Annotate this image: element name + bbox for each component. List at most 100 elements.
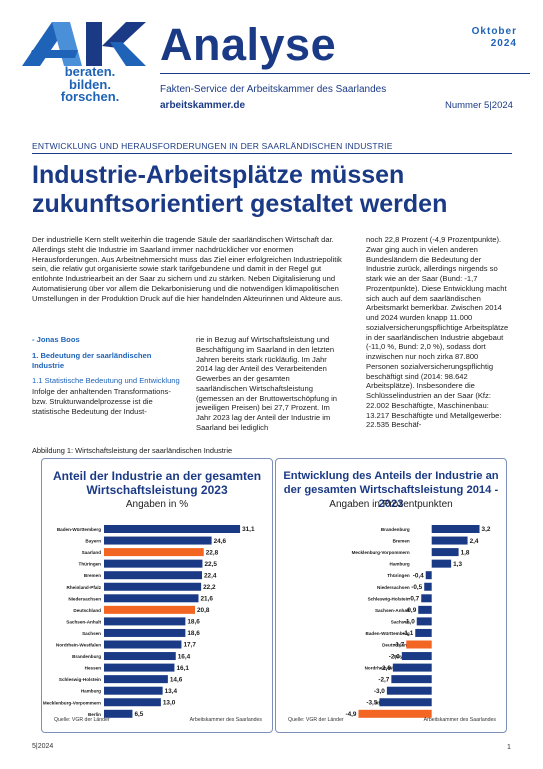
- category-label: Mecklenburg-Vorpommern: [43, 700, 101, 705]
- bar: [424, 582, 432, 591]
- category-label: Baden-Württemberg: [57, 527, 101, 532]
- value-label: 22,5: [204, 561, 217, 568]
- value-label: 21,6: [201, 596, 214, 603]
- bar: [386, 686, 432, 695]
- value-label: 18,6: [187, 630, 200, 637]
- bar: [104, 525, 241, 533]
- bar: [431, 548, 459, 557]
- bar: [418, 605, 432, 614]
- value-label: -1,7: [393, 642, 404, 649]
- chart-change-2014-2023-subtitle: Angaben in Prozentpunkten: [329, 499, 453, 510]
- category-label: Thüringen: [79, 562, 102, 567]
- publication-title: Analyse: [160, 19, 337, 70]
- bar: [104, 548, 204, 557]
- kicker-divider: [32, 153, 512, 154]
- category-label: Schleswig-Holstein: [368, 596, 410, 601]
- value-label: 24,6: [214, 538, 227, 545]
- slogan: beraten. bilden. forschen.: [40, 64, 140, 104]
- bar: [104, 686, 163, 695]
- bar: [431, 536, 468, 545]
- bar: [431, 559, 452, 568]
- value-label: 13,0: [163, 699, 176, 706]
- category-label: Berlin: [88, 712, 101, 717]
- value-label: 13,4: [165, 688, 178, 695]
- bar: [415, 628, 432, 637]
- bar: [421, 594, 432, 603]
- figure-caption: Abbildung 1: Wirtschaftsleistung der saa…: [32, 446, 233, 455]
- bar: [416, 617, 432, 626]
- issue-date: Oktober 2024: [472, 26, 517, 50]
- category-label: Bayern: [85, 539, 101, 544]
- chart-share-2023-subtitle: Angaben in %: [125, 499, 189, 510]
- value-label: 22,4: [204, 572, 217, 579]
- category-label: Nordrhein-Westfalen: [365, 666, 410, 671]
- value-label: 17,7: [183, 642, 196, 649]
- bar: [104, 663, 175, 672]
- arbeitskammer-logo[interactable]: [22, 18, 152, 118]
- value-label: 1,8: [461, 549, 470, 556]
- chart-share-2023-credit: Arbeitskammer des Saarlandes: [189, 717, 262, 723]
- left-column: - Jonas Boos 1. Bedeutung der saarländis…: [32, 335, 180, 416]
- category-label: Mecklenburg-Vorpommern: [352, 550, 410, 555]
- category-label: Deutschland: [382, 643, 410, 648]
- category-label: Hamburg: [81, 689, 101, 694]
- author: - Jonas Boos: [32, 335, 80, 344]
- slogan-line-2: bilden.: [69, 76, 111, 92]
- bar: [392, 663, 432, 672]
- category-label: Hamburg: [390, 562, 410, 567]
- value-label: -1,0: [404, 619, 415, 626]
- left-column-text: Infolge der anhaltenden Transformations-…: [32, 387, 171, 416]
- value-label: -2,0: [389, 653, 400, 660]
- chart-change-2014-2023-credit: Arbeitskammer des Saarlandes: [423, 717, 496, 723]
- bar: [104, 698, 161, 707]
- value-label: 22,8: [206, 549, 219, 556]
- value-label: -0,5: [411, 584, 422, 591]
- category-label: Nordrhein-Westfalen: [56, 643, 101, 648]
- bar: [104, 709, 133, 718]
- value-label: 2,4: [470, 538, 479, 545]
- category-label: Hessen: [85, 666, 102, 671]
- chart-share-2023-title: Anteil der Industrie an der gesamten Wir…: [52, 469, 262, 497]
- issue-year: 2024: [490, 38, 517, 49]
- value-label: -0,4: [413, 572, 424, 579]
- category-label: Sachsen-Anhalt: [375, 608, 410, 613]
- headline: Industrie-Arbeitsplätze müssen zukunftso…: [32, 161, 448, 218]
- subsection-heading: 1.1 Statistische Bedeutung und Entwicklu…: [32, 376, 180, 386]
- chart-share-2023-source: Quelle: VGR der Länder: [54, 717, 110, 723]
- website-link[interactable]: arbeitskammer.de: [160, 100, 246, 111]
- category-label: Niedersachsen: [377, 585, 410, 590]
- value-label: -0,9: [405, 607, 416, 614]
- chart-change-2014-2023-source: Quelle: VGR der Länder: [288, 717, 344, 723]
- bar: [431, 525, 480, 533]
- value-label: 22,2: [203, 584, 216, 591]
- category-label: Thüringen: [387, 573, 410, 578]
- value-label: -0,7: [408, 596, 419, 603]
- slogan-line-1: beraten.: [64, 64, 116, 79]
- category-label: Baden-Württemberg: [366, 631, 410, 636]
- value-label: 6,5: [134, 711, 143, 718]
- lead-paragraph: Der industrielle Kern stellt weiterhin d…: [32, 235, 343, 303]
- bar: [401, 652, 432, 661]
- bar: [104, 675, 168, 684]
- bar: [104, 617, 186, 626]
- slogan-line-3: forschen.: [60, 89, 120, 104]
- bar: [104, 652, 176, 661]
- bar: [358, 709, 432, 718]
- value-label: -3,0: [374, 688, 385, 695]
- value-label: 1,3: [453, 561, 462, 568]
- page-number: 1: [507, 744, 511, 751]
- issue-month: Oktober: [471, 26, 517, 37]
- bar: [104, 640, 182, 649]
- category-label: Rheinland-Pfalz: [67, 585, 102, 590]
- ak-logo-mark-icon: [22, 22, 146, 66]
- category-label: Deutschland: [73, 608, 101, 613]
- bar: [104, 536, 212, 545]
- kicker: ENTWICKLUNG UND HERAUSFORDERUNGEN IN DER…: [32, 141, 393, 151]
- category-label: Saarland: [82, 550, 102, 555]
- value-label: 16,4: [178, 653, 191, 660]
- value-label: 14,6: [170, 676, 183, 683]
- bar: [406, 640, 432, 649]
- category-label: Bremen: [393, 539, 410, 544]
- value-label: 16,1: [176, 665, 189, 672]
- chart-change-2014-2023: Brandenburg 3,2 Bremen 2,4 Mecklenburg-Vorpo…: [275, 458, 507, 733]
